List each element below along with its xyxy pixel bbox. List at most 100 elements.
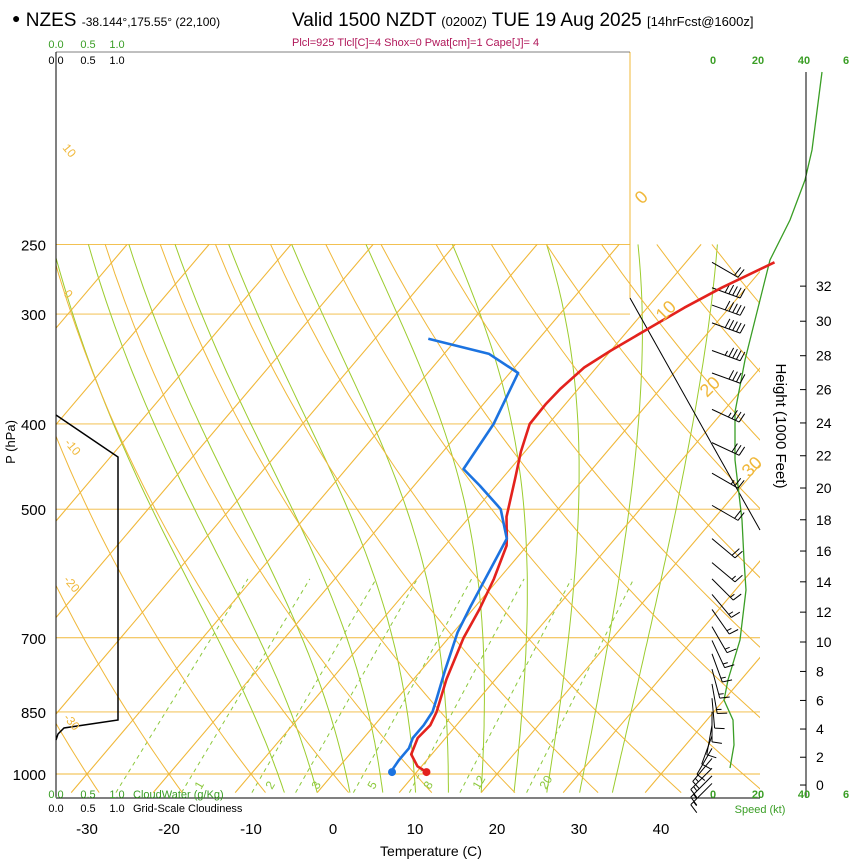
barb-staff xyxy=(711,669,721,699)
forecast-info: [14hrFcst@1600z] xyxy=(647,14,754,29)
barb-flag xyxy=(732,286,738,296)
wind-barb xyxy=(711,442,746,456)
barb-half-flag xyxy=(727,412,732,418)
height-tick-label: 10 xyxy=(816,634,832,650)
wind-speed-line xyxy=(723,71,823,769)
isotherm-line xyxy=(152,244,620,793)
wind-barb xyxy=(711,261,745,278)
wind-speed-profile xyxy=(723,71,823,769)
barb-staff xyxy=(711,538,736,559)
temperature-surface-point xyxy=(422,768,431,777)
sounding-series xyxy=(388,261,776,777)
barb-flag xyxy=(722,679,733,683)
cloudiness-label: Grid-Scale Cloudiness xyxy=(133,803,243,815)
dry-adiabat-line xyxy=(56,722,100,793)
barb-flag xyxy=(731,410,738,419)
barb-staff xyxy=(711,698,716,729)
axis-labels: Temperature (C) P (hPa) Height (1000 Fee… xyxy=(3,39,849,859)
pressure-tick-label: 1000 xyxy=(13,767,46,784)
barb-staff xyxy=(692,758,713,782)
isobar-lines xyxy=(56,243,760,775)
barb-flag xyxy=(731,548,740,556)
height-tick-label: 4 xyxy=(816,721,824,737)
barb-flag xyxy=(719,696,730,699)
dry-adiabat-line xyxy=(435,244,760,648)
station-id: NZES xyxy=(25,10,77,31)
speed-tick-bottom: 6 xyxy=(843,789,849,801)
moist-adiabat-line xyxy=(291,244,449,793)
y-axis-title: P (hPa) xyxy=(3,420,18,464)
barb-staff xyxy=(706,725,713,755)
pressure-tick-label: 850 xyxy=(21,705,46,722)
wind-barb xyxy=(711,683,728,714)
height-tick-label: 30 xyxy=(816,313,832,329)
barb-flag xyxy=(732,348,738,359)
wind-barb xyxy=(711,538,743,559)
mixing-ratio-label: 20 xyxy=(536,773,555,792)
mixing-ratio-label: 12 xyxy=(469,773,488,792)
cloudwater-scale-bottom: 0.0 xyxy=(48,789,63,801)
mixing-ratio-lines xyxy=(115,578,635,793)
wind-barb xyxy=(711,578,742,601)
mixing-ratio-line xyxy=(295,578,418,793)
speed-tick-top: 0 xyxy=(710,55,716,67)
mixing-ratio-label: 2 xyxy=(262,778,278,791)
isotherm-line xyxy=(70,244,538,793)
mixing-ratio-line xyxy=(352,578,473,793)
dry-adiabat-label: 10 xyxy=(60,141,80,160)
wind-barb xyxy=(711,504,745,521)
pressure-tick-label: 700 xyxy=(21,631,46,648)
moist-adiabat-line xyxy=(87,244,318,793)
valid-time-header: Valid 1500 NZDT (0200Z) TUE 19 Aug 2025 … xyxy=(292,10,753,32)
height-tick-label: 28 xyxy=(816,348,832,364)
cloudiness-scale-bottom: 1.0 xyxy=(109,803,124,815)
barb-flag xyxy=(728,347,735,357)
height-tick-label: 26 xyxy=(816,382,832,398)
isotherm-line xyxy=(480,463,760,793)
speed-tick-bottom: 40 xyxy=(798,789,810,801)
barb-staff xyxy=(711,322,741,334)
barb-flag xyxy=(735,350,742,360)
dry-adiabat-line xyxy=(270,244,682,793)
isotherm-line xyxy=(398,367,760,793)
station-header: ● NZES -38.144°,175.55° (22,100) xyxy=(12,10,220,32)
barb-staff xyxy=(711,472,739,489)
wind-barb xyxy=(711,318,746,334)
isotherm-line xyxy=(56,244,456,715)
barb-flag xyxy=(724,664,735,669)
barb-half-flag xyxy=(718,693,724,695)
dry-adiabat-label: -30 xyxy=(61,711,83,734)
barb-staff xyxy=(711,626,728,653)
barb-staff xyxy=(711,304,741,316)
barb-flag xyxy=(734,550,743,559)
barb-flag xyxy=(714,727,725,730)
barb-staff xyxy=(696,748,713,775)
dewpoint-surface-point xyxy=(388,768,397,777)
barb-flag xyxy=(692,781,700,790)
moist-adiabat-line xyxy=(611,244,718,793)
temperature-tick-label: -10 xyxy=(240,821,262,838)
barb-flag xyxy=(728,629,739,635)
isotherm-line xyxy=(316,270,760,793)
wind-barb xyxy=(711,347,746,362)
dry-adiabat-line xyxy=(545,244,760,510)
barb-staff xyxy=(711,442,740,456)
barb-flag xyxy=(735,322,742,333)
barb-half-flag xyxy=(720,676,726,679)
cloudwater-scale-top: 0.5 xyxy=(80,39,95,51)
barb-flag xyxy=(734,510,742,519)
moist-adiabat-line xyxy=(174,244,384,793)
dry-adiabat-line xyxy=(767,244,850,792)
x-axis-title: Temperature (C) xyxy=(380,843,482,859)
temperature-tick-label: -30 xyxy=(76,821,98,838)
pressure-tick-label: 500 xyxy=(21,502,46,519)
barb-flag xyxy=(739,288,746,299)
barb-flag xyxy=(711,741,722,744)
barb-staff xyxy=(690,783,713,805)
barb-staff xyxy=(690,775,713,798)
cloudwater-label: CloudWater (g/Kg) xyxy=(133,789,224,801)
barb-half-flag xyxy=(724,646,730,650)
speed-tick-top: 40 xyxy=(798,55,810,67)
moist-adiabat-line xyxy=(365,244,485,793)
